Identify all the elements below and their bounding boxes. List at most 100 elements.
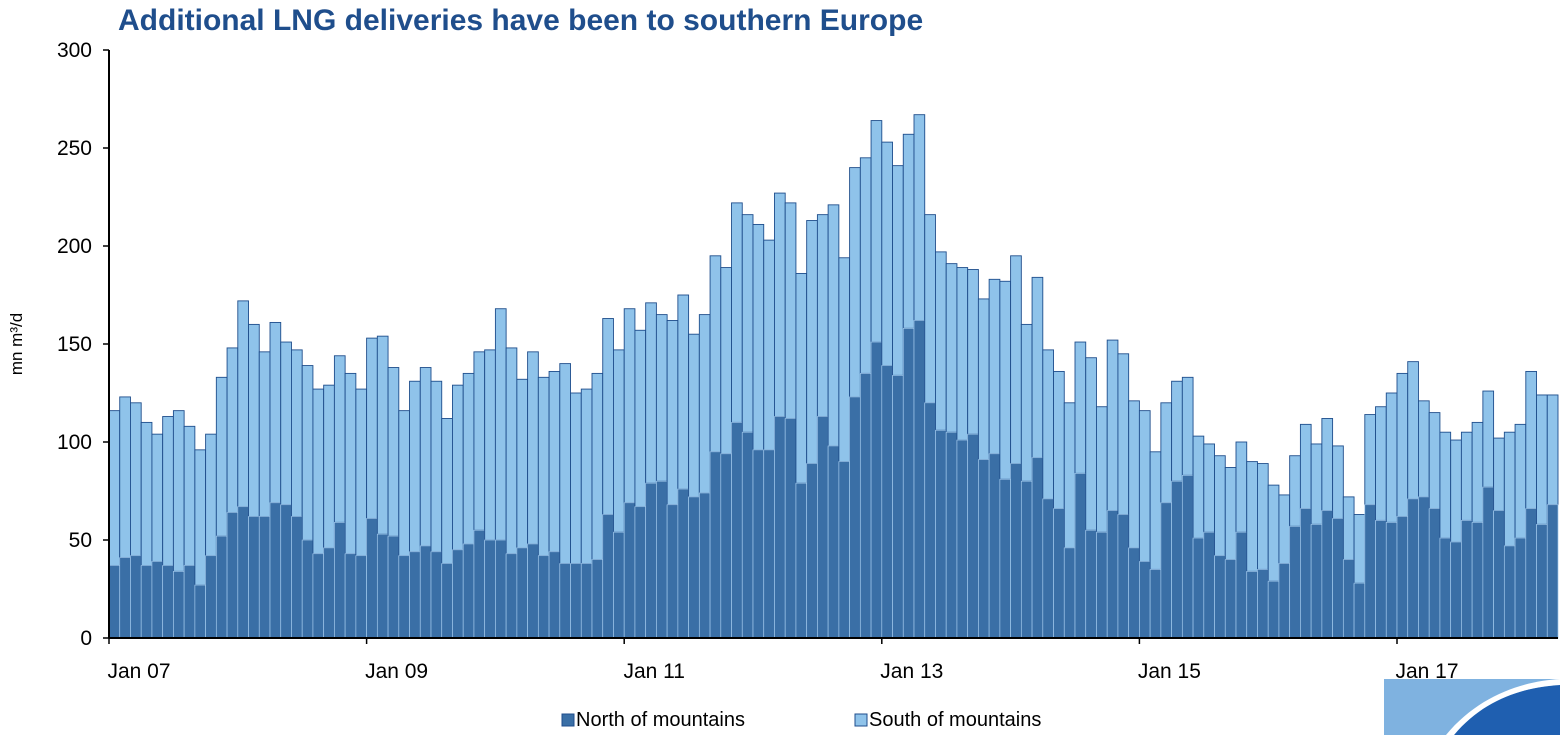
- chart-title: Additional LNG deliveries have been to s…: [118, 4, 924, 37]
- bar-south-57: [720, 267, 732, 455]
- bar-north-120: [1396, 516, 1409, 639]
- bar-south-129: [1493, 437, 1505, 512]
- bar-north-30: [430, 551, 443, 639]
- bar-north-93: [1106, 510, 1119, 639]
- bar-north-4: [151, 561, 164, 639]
- bar-south-45: [591, 372, 604, 561]
- bar-south-14: [258, 351, 271, 517]
- bar-south-46: [602, 318, 614, 515]
- bar-north-53: [677, 488, 689, 639]
- bar-north-84: [1010, 463, 1022, 639]
- bar-north-40: [537, 555, 550, 639]
- bar-south-75: [913, 114, 926, 321]
- bar-north-90: [1074, 473, 1087, 639]
- bar-south-56: [709, 255, 722, 453]
- bar-north-62: [774, 416, 786, 639]
- bar-north-71: [870, 341, 883, 639]
- bar-south-103: [1214, 455, 1226, 557]
- bar-south-108: [1267, 484, 1280, 582]
- y-tick-label-5: 250: [57, 137, 92, 160]
- bar-south-22: [344, 372, 357, 555]
- bar-south-79: [956, 267, 969, 441]
- bar-north-98: [1160, 502, 1172, 639]
- bar-north-55: [698, 492, 711, 639]
- bar-south-122: [1418, 400, 1430, 498]
- bar-north-88: [1053, 508, 1065, 639]
- bar-south-117: [1364, 414, 1376, 506]
- bar-north-119: [1385, 522, 1398, 639]
- bar-north-17: [291, 516, 303, 639]
- bar-south-120: [1396, 372, 1409, 517]
- bar-south-3: [140, 421, 153, 566]
- bar-north-109: [1278, 563, 1291, 639]
- bar-north-92: [1096, 531, 1108, 639]
- bar-south-15: [269, 321, 282, 504]
- bar-south-107: [1257, 463, 1269, 570]
- bar-north-97: [1149, 569, 1162, 639]
- bar-south-2: [130, 402, 142, 557]
- bar-north-69: [849, 396, 861, 639]
- bar-south-54: [688, 333, 700, 498]
- bar-south-92: [1096, 406, 1108, 533]
- bar-south-61: [763, 239, 775, 451]
- x-tick-label-0: Jan 07: [107, 660, 170, 683]
- bar-south-13: [248, 323, 260, 517]
- bar-north-38: [516, 547, 528, 639]
- bar-south-78: [945, 263, 958, 433]
- bar-north-59: [741, 431, 754, 639]
- bar-south-44: [580, 388, 593, 564]
- bar-north-34: [473, 529, 486, 639]
- bar-south-68: [838, 257, 851, 463]
- bar-north-52: [666, 504, 679, 639]
- bar-south-1: [119, 396, 131, 559]
- bar-north-110: [1289, 525, 1301, 639]
- bar-south-93: [1106, 339, 1119, 512]
- bar-south-42: [559, 363, 571, 564]
- bar-north-54: [688, 496, 700, 639]
- bar-south-6: [172, 410, 185, 572]
- bar-north-16: [280, 504, 292, 639]
- bar-south-35: [484, 349, 496, 541]
- bar-south-73: [892, 165, 904, 376]
- bar-north-78: [945, 431, 958, 639]
- bar-north-61: [763, 449, 775, 639]
- bar-north-102: [1203, 531, 1215, 639]
- bar-north-134: [1546, 504, 1559, 639]
- bar-south-104: [1224, 467, 1237, 561]
- bar-north-104: [1224, 559, 1237, 639]
- legend-label-north: North of mountains: [576, 709, 745, 731]
- bar-north-107: [1257, 569, 1269, 639]
- x-tick-label-4: Jan 15: [1138, 660, 1201, 683]
- bar-south-87: [1042, 349, 1054, 500]
- bar-south-119: [1385, 392, 1398, 523]
- bar-south-85: [1020, 323, 1033, 482]
- bar-north-83: [999, 478, 1011, 639]
- bar-south-18: [301, 365, 314, 541]
- y-tick-label-1: 50: [69, 529, 92, 552]
- bar-north-114: [1332, 518, 1344, 639]
- bar-south-27: [398, 410, 410, 557]
- bar-south-134: [1546, 394, 1559, 506]
- y-tick-label-3: 150: [57, 333, 92, 356]
- x-tick-label-2: Jan 11: [623, 660, 685, 683]
- bar-north-50: [645, 482, 657, 639]
- bar-north-117: [1364, 504, 1376, 639]
- bar-south-60: [752, 223, 765, 451]
- bar-north-80: [967, 433, 979, 639]
- bar-north-132: [1525, 508, 1537, 639]
- bar-south-23: [355, 388, 368, 557]
- bar-north-94: [1117, 514, 1130, 639]
- bar-north-31: [441, 563, 453, 639]
- bar-north-60: [752, 449, 765, 639]
- bar-north-100: [1181, 474, 1194, 639]
- bar-north-73: [892, 375, 904, 639]
- bar-south-70: [859, 157, 872, 374]
- bar-south-53: [677, 294, 690, 490]
- bar-south-19: [312, 388, 325, 555]
- bar-south-33: [462, 372, 475, 545]
- x-tick-label-3: Jan 13: [880, 660, 943, 683]
- bar-north-101: [1192, 537, 1205, 639]
- bar-north-96: [1139, 561, 1151, 639]
- bar-south-118: [1375, 406, 1387, 521]
- bar-south-105: [1235, 441, 1248, 533]
